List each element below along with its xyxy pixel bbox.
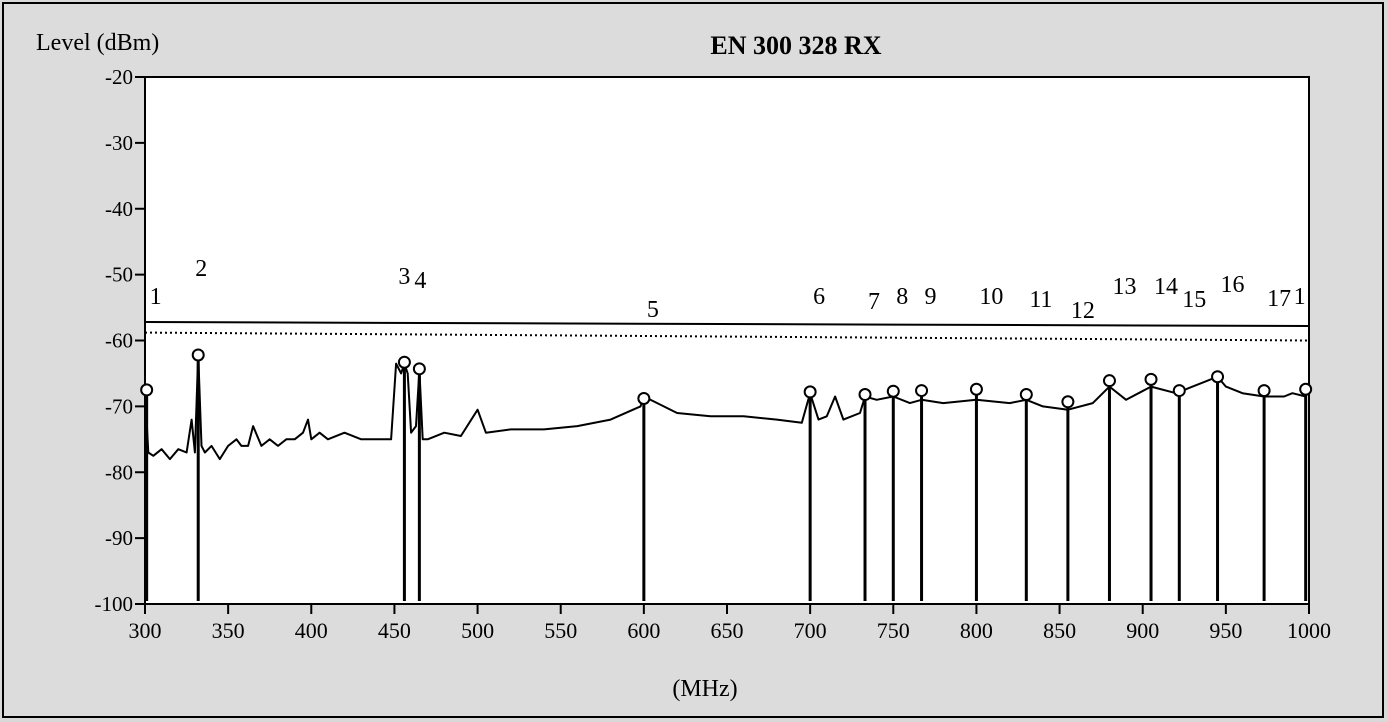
x-tick-label: 550 [544, 618, 577, 643]
limit-line [144, 321, 1310, 328]
marker-circle [1172, 384, 1186, 398]
y-tick-label: -80 [105, 460, 133, 484]
marker-label: 8 [896, 284, 908, 310]
marker-circle [803, 385, 817, 399]
marker-label: 4 [414, 268, 426, 294]
chart-svg: EN 300 328 RX Level (dBm) (MHz) -20 -30 -4… [36, 30, 1332, 702]
series-line-trace [144, 352, 1310, 461]
marker-label: 17 [1267, 286, 1291, 312]
marker-circle [412, 362, 426, 376]
chart-title: EN 300 328 RX [710, 31, 881, 60]
marker-label: 16 [1221, 272, 1245, 298]
marker-circle [1257, 384, 1271, 398]
y-tick-label: -100 [95, 592, 134, 616]
marker-label: 2 [195, 256, 207, 282]
x-tick-label: 300 [129, 618, 162, 643]
marker-circle [1211, 370, 1225, 384]
marker-label: 11 [1029, 287, 1052, 313]
marker-circle [886, 384, 900, 398]
marker-label: 10 [979, 284, 1003, 310]
marker-circle [397, 355, 411, 369]
marker-circle [140, 383, 154, 397]
x-tick-label: 350 [212, 618, 245, 643]
x-tick-label: 650 [711, 618, 744, 643]
marker-label: 1 [1294, 284, 1306, 310]
marker-circle [1061, 395, 1075, 409]
x-tick-label: 700 [794, 618, 827, 643]
y-tick-label: -40 [105, 197, 133, 221]
y-tick-label: -30 [105, 131, 133, 155]
x-tick-label: 450 [378, 618, 411, 643]
marker-label: 13 [1112, 274, 1136, 300]
marker-circle [858, 388, 872, 402]
y-tick-label: -20 [105, 65, 133, 89]
marker-circle [969, 382, 983, 396]
y-tick-label: -70 [105, 394, 133, 418]
marker-label: 7 [868, 289, 880, 315]
marker-circle [1019, 388, 1033, 402]
x-tick-label: 800 [960, 618, 993, 643]
marker-circle [637, 391, 651, 405]
marker-label: 12 [1071, 298, 1095, 324]
y-axis-label: Level (dBm) [36, 30, 159, 56]
x-axis-label: (MHz) [672, 676, 737, 702]
x-tick-label: 1000 [1287, 618, 1331, 643]
marker-label: 3 [398, 264, 410, 290]
marker-label: 14 [1154, 274, 1178, 300]
marker-circle [191, 348, 205, 362]
lines-layer [144, 321, 1310, 461]
marker-circle [915, 384, 929, 398]
x-tick-label: 500 [461, 618, 494, 643]
y-tick-label: -60 [105, 329, 133, 353]
x-tick-label: 600 [627, 618, 660, 643]
x-tick-label: 750 [877, 618, 910, 643]
marker-label: 5 [647, 297, 659, 323]
marker-circle [1144, 372, 1158, 386]
x-tick-label: 850 [1043, 618, 1076, 643]
x-tick-label: 900 [1126, 618, 1159, 643]
x-tick-label: 950 [1209, 618, 1242, 643]
margin-line [144, 331, 1310, 342]
y-tick-label: -50 [105, 263, 133, 287]
y-tick-label: -90 [105, 526, 133, 550]
marker-label: 6 [813, 284, 825, 310]
x-tick-label: 400 [295, 618, 328, 643]
marker-label: 9 [925, 284, 937, 310]
marker-circle [1299, 382, 1313, 396]
marker-label: 1 [150, 284, 162, 310]
marker-label: 15 [1182, 287, 1206, 313]
marker-circle [1102, 374, 1116, 388]
plot-area [144, 76, 1310, 605]
